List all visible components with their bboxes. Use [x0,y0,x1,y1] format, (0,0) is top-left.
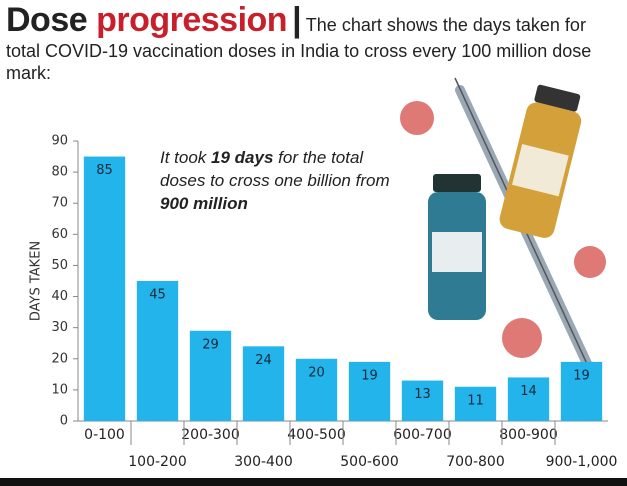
value-label: 24 [255,353,272,368]
y-tick-label: 90 [51,134,68,149]
x-tick-label: 800-900 [499,427,558,443]
annotation-bold: 900 million [160,194,248,213]
y-tick-label: 0 [60,414,68,429]
x-tick-label: 0-100 [84,427,125,443]
title-separator: | [292,1,301,39]
annotation-bold: 19 days [211,148,273,167]
y-axis-label: DAYS TAKEN [29,241,44,321]
value-label: 13 [414,387,431,402]
bar [84,157,125,421]
y-tick-label: 20 [51,351,68,366]
x-tick-label: 100-200 [128,454,187,470]
chart-title: Dose progression [6,1,287,39]
header: Dose progression | The chart shows the d… [6,0,621,84]
y-tick-label: 80 [51,165,68,180]
value-label: 29 [202,337,219,352]
x-tick-label: 400-500 [287,427,346,443]
value-label: 85 [96,163,113,178]
value-label: 14 [520,384,537,399]
annotation-text: It took [160,148,211,167]
illustration [400,78,606,392]
y-tick-label: 60 [51,227,68,242]
annotation: It took 19 days for the total doses to c… [160,146,410,215]
y-tick-label: 70 [51,196,68,211]
y-tick-label: 50 [51,258,68,273]
page: DAYS TAKEN 0 10 20 30 40 50 60 70 80 90 0-100 85 100… [0,0,627,486]
x-tick-label: 300-400 [234,454,293,470]
value-label: 11 [467,393,484,408]
y-tick-label: 30 [51,320,68,335]
x-tick-label: 200-300 [181,427,240,443]
x-tick-label: 900-1,000 [546,454,618,470]
y-tick-label: 40 [51,289,68,304]
value-label: 19 [573,368,590,383]
x-tick-label: 600-700 [393,427,452,443]
value-label: 45 [149,288,166,303]
value-label: 19 [361,368,378,383]
x-tick-label: 500-600 [340,454,399,470]
y-tick-label: 10 [51,382,68,397]
footer-band [0,478,627,486]
x-tick-label: 700-800 [446,454,505,470]
value-label: 20 [308,365,325,380]
